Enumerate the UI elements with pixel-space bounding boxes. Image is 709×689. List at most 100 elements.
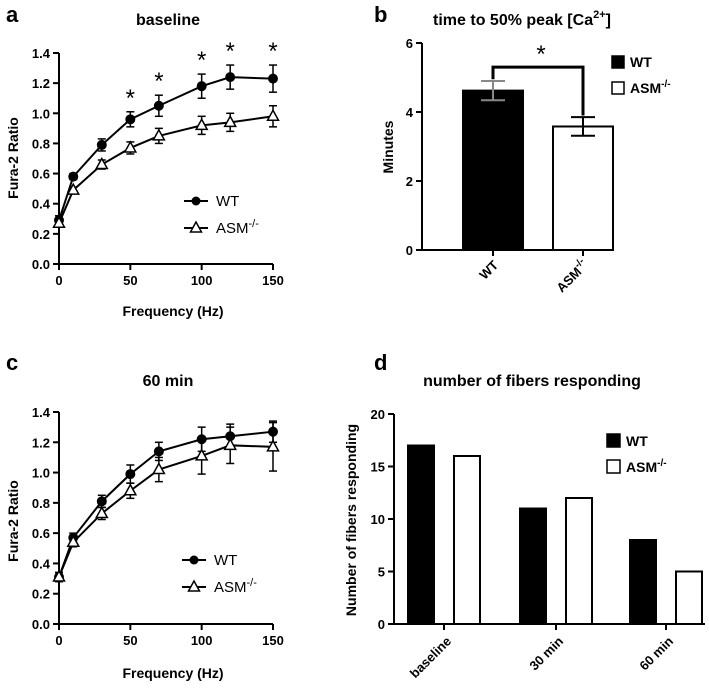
- y-tick-label: 1.4: [32, 46, 51, 61]
- bar-wt: [629, 539, 657, 625]
- x-tick-label: 150: [262, 633, 284, 648]
- panel-c-60-min: c 60 min Fura-2 Ratio Frequency (Hz) 0.0…: [5, 350, 284, 681]
- significance-star: *: [536, 41, 545, 68]
- data-point-asm: [123, 140, 138, 153]
- x-tick-label: 30 min: [526, 633, 566, 673]
- legend: WT ASM-/-: [184, 193, 259, 237]
- y-tick-label: 0.2: [32, 227, 50, 242]
- panel-a-baseline: a baseline Fura-2 Ratio Frequency (Hz) 0…: [5, 2, 284, 319]
- series-line-wt: [58, 430, 274, 578]
- bar-wt: [407, 444, 435, 625]
- bar-asm: [453, 455, 481, 625]
- y-tick-label: 0.6: [32, 526, 50, 541]
- significance-star: *: [226, 38, 235, 65]
- legend-label-asm: ASM-/-: [630, 79, 671, 96]
- data-point-asm: [95, 156, 109, 170]
- data-point-wt: [125, 469, 136, 480]
- y-tick-label: 0.2: [32, 587, 50, 602]
- significance-star: *: [268, 38, 277, 65]
- data-point-asm: [266, 439, 280, 452]
- data-point-wt: [225, 72, 236, 83]
- panel-letter-d: d: [374, 350, 387, 375]
- data-point-asm: [52, 215, 66, 229]
- panel-b-title: time to 50% peak [Ca2+]: [433, 9, 611, 29]
- data-point-wt: [96, 139, 107, 150]
- y-tick-label: 1.0: [32, 466, 50, 481]
- panel-d-title: number of fibers responding: [423, 373, 641, 390]
- data-point-asm: [266, 108, 280, 122]
- data-point-asm: [223, 437, 237, 451]
- panel-a-title: baseline: [136, 12, 200, 29]
- panel-c-plot-area: 0.0 0.2 0.4 0.6 0.8 1.0 1.2 1.4 0 50 100 150 WT ASM-/…: [32, 405, 284, 648]
- legend-swatch-wt: [606, 433, 621, 448]
- legend: WT ASM-/-: [611, 54, 671, 96]
- y-tick-label: 6: [406, 36, 413, 51]
- x-tick-label: 50: [123, 633, 137, 648]
- data-point-wt: [125, 114, 136, 125]
- bar-asm: [552, 125, 614, 251]
- data-point-wt: [68, 171, 79, 182]
- data-point-asm: [123, 483, 138, 496]
- y-tick-label: 1.2: [32, 435, 50, 450]
- y-tick-label: 1.0: [32, 106, 50, 121]
- panel-letter-a: a: [6, 2, 19, 27]
- panel-letter-c: c: [6, 350, 18, 375]
- y-tick-label: 0.4: [32, 556, 51, 571]
- panel-c-xlabel: Frequency (Hz): [122, 665, 223, 681]
- y-tick-label: 0.0: [32, 617, 50, 632]
- y-tick-label: 0.0: [32, 257, 50, 272]
- y-tick-label: 5: [378, 565, 385, 580]
- y-tick-label: 15: [371, 460, 385, 475]
- legend-label-wt: WT: [626, 433, 648, 449]
- legend-label-wt: WT: [630, 54, 652, 70]
- data-point-asm: [194, 117, 209, 131]
- x-tick-label: ASM-/-: [552, 256, 591, 295]
- y-tick-label: 0: [406, 243, 413, 258]
- panel-d-ylabel: Number of fibers responding: [343, 424, 359, 616]
- series-line-asm: [58, 115, 274, 224]
- data-point-asm: [66, 182, 81, 195]
- legend-marker-wt: [191, 196, 201, 206]
- data-point-wt: [268, 73, 278, 84]
- significance-star: *: [197, 47, 206, 74]
- legend-swatch-asm: [611, 81, 625, 95]
- y-tick-label: 2: [406, 174, 413, 189]
- series-line-asm: [58, 444, 274, 578]
- data-point-asm: [194, 448, 209, 461]
- x-tick-label: 60 min: [636, 633, 676, 673]
- legend-swatch-wt: [611, 55, 625, 69]
- significance-star: *: [126, 85, 135, 112]
- bar-asm: [565, 497, 593, 625]
- significance-star: *: [154, 68, 163, 95]
- x-tick-label: 0: [55, 273, 62, 288]
- panel-b-ylabel: Minutes: [380, 120, 396, 173]
- panel-d-plot-area: 0 5 10 15 20 baseline 30 min 60 min WT ASM-/-: [371, 407, 705, 681]
- panel-c-title: 60 min: [143, 373, 194, 390]
- y-tick-label: 0.8: [32, 496, 50, 511]
- x-tick-label: 100: [191, 633, 213, 648]
- data-point-asm: [152, 461, 166, 475]
- panel-b-plot-area: 0 2 4 6 WT ASM-/- * WT ASM-/-: [406, 36, 671, 295]
- y-tick-label: 1.4: [32, 405, 51, 420]
- x-tick-label: baseline: [407, 634, 454, 681]
- data-point-asm: [95, 505, 109, 519]
- y-tick-label: 0.6: [32, 167, 50, 182]
- data-point-wt: [153, 446, 164, 457]
- panel-a-plot-area: 0.0 0.2 0.4 0.6 0.8 1.0 1.2 1.4 0 50 100 150 * * * * * WT…: [32, 38, 284, 288]
- y-tick-label: 0.8: [32, 136, 50, 151]
- data-point-asm: [66, 534, 81, 547]
- bar-asm: [675, 570, 703, 625]
- panel-b-time-to-peak: b time to 50% peak [Ca2+] Minutes 0 2 4 6 WT…: [374, 2, 671, 295]
- legend-marker-asm: [189, 220, 203, 233]
- legend: WT ASM-/-: [182, 552, 257, 596]
- bar-wt: [519, 507, 547, 625]
- y-tick-label: 1.2: [32, 76, 50, 91]
- bar-wt: [462, 89, 524, 251]
- legend-label-asm: ASM-/-: [214, 577, 257, 596]
- y-tick-label: 20: [371, 407, 385, 422]
- legend-label-wt: WT: [214, 552, 237, 569]
- data-point-wt: [96, 496, 107, 507]
- legend-swatch-asm: [606, 459, 621, 474]
- legend-marker-wt: [189, 555, 199, 565]
